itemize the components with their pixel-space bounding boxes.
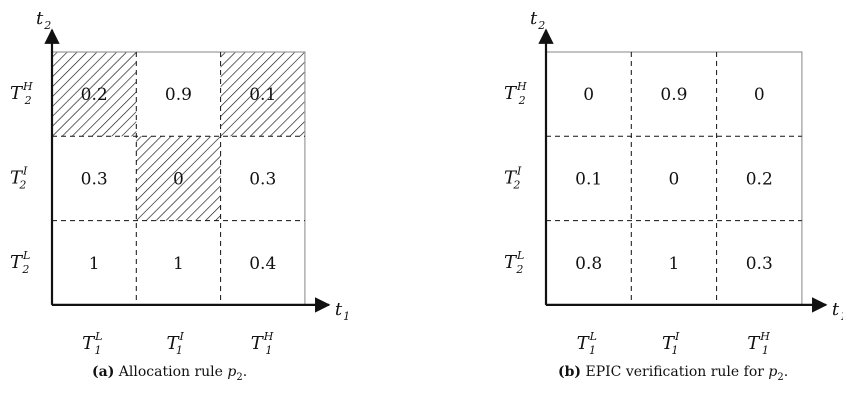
- cell-value: 0.4: [249, 254, 276, 274]
- x-axis-label-base: t: [832, 299, 840, 320]
- caption-b-text: EPIC verification rule for: [585, 364, 769, 380]
- cell-value: 0.2: [746, 169, 773, 189]
- y-tick-label-sub: 2: [24, 94, 32, 107]
- y-tick-label: TH 2: [504, 80, 527, 107]
- y-tick-label-sub: 2: [512, 178, 520, 191]
- caption-a-tag: (a): [92, 364, 115, 380]
- x-axis-label: t1: [832, 299, 843, 323]
- cell-value: 0.9: [660, 85, 687, 105]
- cell-value: 0: [754, 85, 765, 105]
- y-tick-label-base: T: [10, 167, 24, 188]
- y-tick-label: TH 2: [10, 80, 33, 107]
- y-axis-label-base: t: [530, 8, 538, 29]
- caption-a-math-sub: 2: [236, 371, 243, 383]
- y-axis-label-sub: 2: [537, 19, 545, 32]
- y-tick-label-sub: 2: [18, 178, 26, 191]
- cell-value: 0.1: [575, 169, 602, 189]
- x-tick-label-sup: L: [94, 330, 102, 343]
- x-tick-label-sup: H: [759, 330, 770, 343]
- panel-b-verification-grid: 00.900.100.20.810.3t1t2TL1TI1TH1TH2TI2TL…: [504, 8, 843, 357]
- y-tick-label: TL 2: [504, 249, 524, 276]
- cell-value: 0.3: [249, 169, 276, 189]
- caption-a-end: .: [242, 364, 248, 380]
- x-tick-label-base: T: [577, 333, 591, 354]
- x-tick-label-sub: 1: [265, 344, 272, 357]
- cell-value: 0: [173, 169, 184, 189]
- caption-b-end: .: [783, 364, 789, 380]
- cell-value: 1: [669, 254, 680, 274]
- y-tick-label-base: T: [10, 252, 24, 273]
- y-tick-label: TI 2: [504, 164, 522, 191]
- cell-value: 0.1: [249, 85, 276, 105]
- cell-value: 0.2: [81, 85, 108, 105]
- y-tick-label: TI 2: [10, 164, 28, 191]
- x-tick-label: TH 1: [251, 330, 274, 357]
- y-tick-label: TL 2: [10, 249, 30, 276]
- y-tick-label-sup: L: [516, 249, 524, 262]
- y-tick-label-sub: 2: [515, 263, 523, 276]
- y-axis-label-sub: 2: [43, 19, 51, 32]
- cell-value: 0.8: [575, 254, 602, 274]
- y-tick-label-sup: H: [516, 80, 527, 93]
- x-tick-label-sup: I: [674, 330, 680, 343]
- y-axis-label-base: t: [36, 8, 44, 29]
- y-tick-label-base: T: [504, 252, 518, 273]
- caption-a-text: Allocation rule: [118, 364, 228, 380]
- x-tick-label: TL 1: [82, 330, 102, 357]
- y-axis-label: t2: [530, 8, 545, 32]
- x-tick-label-base: T: [662, 333, 676, 354]
- x-tick-label-sup: H: [263, 330, 274, 343]
- y-tick-label-sup: I: [516, 164, 522, 177]
- cell-value: 0.3: [81, 169, 108, 189]
- caption-b-tag: (b): [558, 364, 582, 380]
- y-axis-label: t2: [36, 8, 51, 32]
- y-tick-label-sub: 2: [518, 94, 526, 107]
- x-tick-label: TL 1: [577, 330, 597, 357]
- caption-b: (b) EPIC verification rule for p2.: [558, 364, 788, 383]
- x-tick-label-base: T: [82, 333, 96, 354]
- x-axis-label-base: t: [335, 299, 343, 320]
- caption-b-math-sub: 2: [777, 371, 784, 383]
- y-tick-label-sup: L: [22, 249, 30, 262]
- caption-a: (a) Allocation rule p2.: [92, 364, 247, 383]
- y-tick-label-sup: H: [22, 80, 33, 93]
- caption-a-math: p: [227, 364, 237, 380]
- x-axis-label-sub: 1: [840, 310, 843, 323]
- y-tick-label-base: T: [504, 83, 518, 104]
- y-tick-label-base: T: [504, 167, 518, 188]
- cell-value: 0.9: [165, 85, 192, 105]
- cell-value: 1: [89, 254, 100, 274]
- x-tick-label-sup: I: [178, 330, 184, 343]
- x-tick-label-sub: 1: [589, 344, 596, 357]
- x-tick-label-sub: 1: [94, 344, 101, 357]
- hatched-cell: [136, 136, 221, 221]
- x-tick-label: TI 1: [166, 330, 184, 357]
- cell-value: 0: [583, 85, 594, 105]
- cell-value: 1: [173, 254, 184, 274]
- x-tick-label-sub: 1: [671, 344, 678, 357]
- x-tick-label-sub: 1: [176, 344, 183, 357]
- caption-b-math: p: [768, 364, 778, 380]
- y-tick-label-base: T: [10, 83, 24, 104]
- x-tick-label-sub: 1: [762, 344, 769, 357]
- x-tick-label-base: T: [251, 333, 265, 354]
- hatched-cell: [220, 52, 305, 137]
- x-tick-label: TH 1: [747, 330, 770, 357]
- cell-value: 0: [669, 169, 680, 189]
- y-tick-label-sub: 2: [21, 263, 29, 276]
- x-tick-label-base: T: [747, 333, 761, 354]
- y-tick-label-sup: I: [22, 164, 28, 177]
- x-tick-label-base: T: [166, 333, 180, 354]
- x-tick-label: TI 1: [662, 330, 680, 357]
- hatched-cell: [52, 52, 137, 137]
- x-axis-label-sub: 1: [343, 310, 350, 323]
- x-axis-label: t1: [335, 299, 350, 323]
- x-tick-label-sup: L: [589, 330, 597, 343]
- cell-value: 0.3: [746, 254, 773, 274]
